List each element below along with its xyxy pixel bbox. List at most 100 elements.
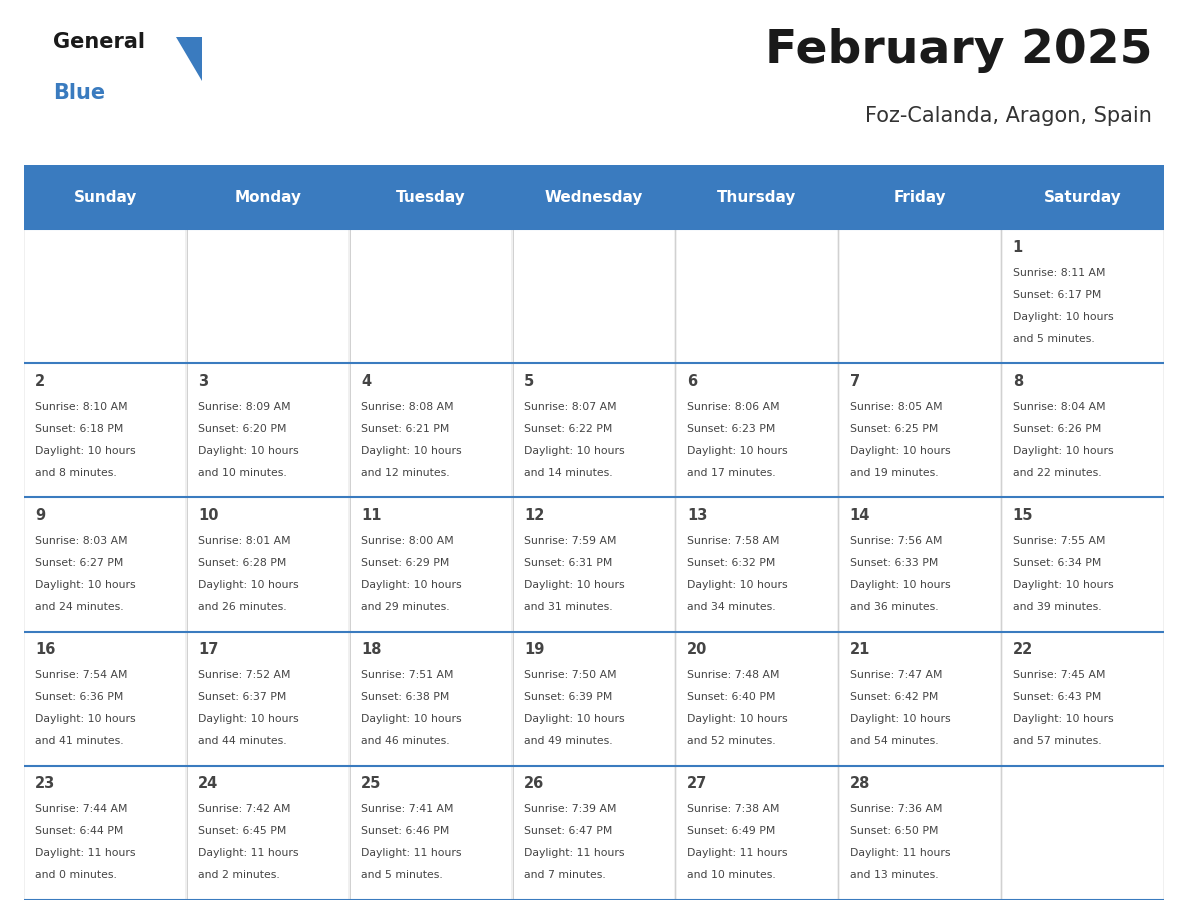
Text: Sunrise: 7:55 AM: Sunrise: 7:55 AM xyxy=(1012,536,1105,546)
Text: Sunrise: 8:01 AM: Sunrise: 8:01 AM xyxy=(198,536,291,546)
Text: and 52 minutes.: and 52 minutes. xyxy=(687,736,776,746)
Text: Sunrise: 8:06 AM: Sunrise: 8:06 AM xyxy=(687,402,779,412)
Text: Sunset: 6:23 PM: Sunset: 6:23 PM xyxy=(687,424,776,434)
Bar xyxy=(350,498,511,631)
Bar xyxy=(25,633,185,765)
Text: Sunset: 6:31 PM: Sunset: 6:31 PM xyxy=(524,558,612,568)
Text: Sunset: 6:45 PM: Sunset: 6:45 PM xyxy=(198,826,286,836)
Text: and 36 minutes.: and 36 minutes. xyxy=(849,602,939,612)
Text: Sunrise: 8:08 AM: Sunrise: 8:08 AM xyxy=(361,402,454,412)
Text: Sunset: 6:47 PM: Sunset: 6:47 PM xyxy=(524,826,612,836)
Text: 9: 9 xyxy=(36,508,45,523)
Text: and 14 minutes.: and 14 minutes. xyxy=(524,468,613,478)
Text: Sunset: 6:49 PM: Sunset: 6:49 PM xyxy=(687,826,776,836)
Bar xyxy=(1003,767,1163,899)
Text: and 39 minutes.: and 39 minutes. xyxy=(1012,602,1101,612)
Text: and 46 minutes.: and 46 minutes. xyxy=(361,736,449,746)
Text: Monday: Monday xyxy=(235,190,302,205)
Text: and 22 minutes.: and 22 minutes. xyxy=(1012,468,1101,478)
Text: Sunrise: 7:39 AM: Sunrise: 7:39 AM xyxy=(524,804,617,814)
Text: and 7 minutes.: and 7 minutes. xyxy=(524,870,606,880)
Bar xyxy=(350,767,511,899)
Text: 27: 27 xyxy=(687,776,707,791)
Text: Sunset: 6:27 PM: Sunset: 6:27 PM xyxy=(36,558,124,568)
Bar xyxy=(350,633,511,765)
Text: and 41 minutes.: and 41 minutes. xyxy=(36,736,124,746)
Text: Daylight: 11 hours: Daylight: 11 hours xyxy=(36,848,135,858)
Text: Sunrise: 8:09 AM: Sunrise: 8:09 AM xyxy=(198,402,291,412)
Text: Daylight: 10 hours: Daylight: 10 hours xyxy=(849,446,950,456)
Text: Daylight: 11 hours: Daylight: 11 hours xyxy=(361,848,461,858)
Text: Sunrise: 7:52 AM: Sunrise: 7:52 AM xyxy=(198,670,291,680)
Text: Sunrise: 8:07 AM: Sunrise: 8:07 AM xyxy=(524,402,617,412)
Text: Tuesday: Tuesday xyxy=(397,190,466,205)
Text: Sunrise: 7:45 AM: Sunrise: 7:45 AM xyxy=(1012,670,1105,680)
Text: 21: 21 xyxy=(849,642,870,657)
Text: and 10 minutes.: and 10 minutes. xyxy=(687,870,776,880)
Text: Sunrise: 7:44 AM: Sunrise: 7:44 AM xyxy=(36,804,127,814)
Text: Sunset: 6:44 PM: Sunset: 6:44 PM xyxy=(36,826,124,836)
Text: 4: 4 xyxy=(361,374,371,389)
Text: Daylight: 10 hours: Daylight: 10 hours xyxy=(1012,580,1113,590)
Text: and 10 minutes.: and 10 minutes. xyxy=(198,468,286,478)
Bar xyxy=(188,633,348,765)
Bar xyxy=(25,230,185,363)
Text: Daylight: 10 hours: Daylight: 10 hours xyxy=(849,714,950,724)
Text: Sunset: 6:42 PM: Sunset: 6:42 PM xyxy=(849,692,939,702)
Bar xyxy=(677,767,838,899)
Text: Sunrise: 7:48 AM: Sunrise: 7:48 AM xyxy=(687,670,779,680)
Text: 8: 8 xyxy=(1012,374,1023,389)
Bar xyxy=(514,498,674,631)
Text: Wednesday: Wednesday xyxy=(545,190,643,205)
Text: and 5 minutes.: and 5 minutes. xyxy=(361,870,443,880)
Text: Daylight: 10 hours: Daylight: 10 hours xyxy=(36,580,135,590)
Text: Sunrise: 8:03 AM: Sunrise: 8:03 AM xyxy=(36,536,128,546)
Bar xyxy=(24,230,1164,364)
Bar xyxy=(188,230,348,363)
Text: Sunset: 6:43 PM: Sunset: 6:43 PM xyxy=(1012,692,1101,702)
Text: Sunset: 6:22 PM: Sunset: 6:22 PM xyxy=(524,424,612,434)
Bar xyxy=(25,767,185,899)
Text: Sunrise: 7:56 AM: Sunrise: 7:56 AM xyxy=(849,536,942,546)
Text: Daylight: 11 hours: Daylight: 11 hours xyxy=(849,848,950,858)
Text: Sunset: 6:37 PM: Sunset: 6:37 PM xyxy=(198,692,286,702)
Text: and 19 minutes.: and 19 minutes. xyxy=(849,468,939,478)
Text: Sunrise: 7:36 AM: Sunrise: 7:36 AM xyxy=(849,804,942,814)
Text: Sunset: 6:36 PM: Sunset: 6:36 PM xyxy=(36,692,124,702)
Text: and 2 minutes.: and 2 minutes. xyxy=(198,870,280,880)
Bar xyxy=(514,364,674,497)
Text: Daylight: 10 hours: Daylight: 10 hours xyxy=(1012,714,1113,724)
Text: Daylight: 10 hours: Daylight: 10 hours xyxy=(198,580,298,590)
Text: 24: 24 xyxy=(198,776,219,791)
Text: Sunset: 6:38 PM: Sunset: 6:38 PM xyxy=(361,692,449,702)
Text: 12: 12 xyxy=(524,508,544,523)
Text: Daylight: 10 hours: Daylight: 10 hours xyxy=(198,714,298,724)
Text: 10: 10 xyxy=(198,508,219,523)
Text: Daylight: 10 hours: Daylight: 10 hours xyxy=(198,446,298,456)
Text: Sunset: 6:33 PM: Sunset: 6:33 PM xyxy=(849,558,939,568)
Text: 17: 17 xyxy=(198,642,219,657)
Bar xyxy=(1003,498,1163,631)
Bar xyxy=(25,498,185,631)
Text: and 29 minutes.: and 29 minutes. xyxy=(361,602,449,612)
Text: Daylight: 10 hours: Daylight: 10 hours xyxy=(687,446,788,456)
Text: Daylight: 10 hours: Daylight: 10 hours xyxy=(361,714,462,724)
Bar xyxy=(24,498,1164,632)
Text: General: General xyxy=(53,32,145,52)
Text: Sunset: 6:28 PM: Sunset: 6:28 PM xyxy=(198,558,286,568)
Bar xyxy=(188,498,348,631)
Text: and 49 minutes.: and 49 minutes. xyxy=(524,736,613,746)
Text: Sunrise: 7:50 AM: Sunrise: 7:50 AM xyxy=(524,670,617,680)
Text: 13: 13 xyxy=(687,508,707,523)
Text: and 12 minutes.: and 12 minutes. xyxy=(361,468,449,478)
Text: and 44 minutes.: and 44 minutes. xyxy=(198,736,286,746)
Text: Sunrise: 8:05 AM: Sunrise: 8:05 AM xyxy=(849,402,942,412)
Text: Sunrise: 7:47 AM: Sunrise: 7:47 AM xyxy=(849,670,942,680)
Text: 6: 6 xyxy=(687,374,697,389)
Text: Daylight: 10 hours: Daylight: 10 hours xyxy=(524,714,625,724)
Bar xyxy=(840,767,1000,899)
Text: 28: 28 xyxy=(849,776,870,791)
Bar xyxy=(24,364,1164,498)
Text: Daylight: 10 hours: Daylight: 10 hours xyxy=(1012,312,1113,322)
Text: Sunrise: 8:04 AM: Sunrise: 8:04 AM xyxy=(1012,402,1105,412)
